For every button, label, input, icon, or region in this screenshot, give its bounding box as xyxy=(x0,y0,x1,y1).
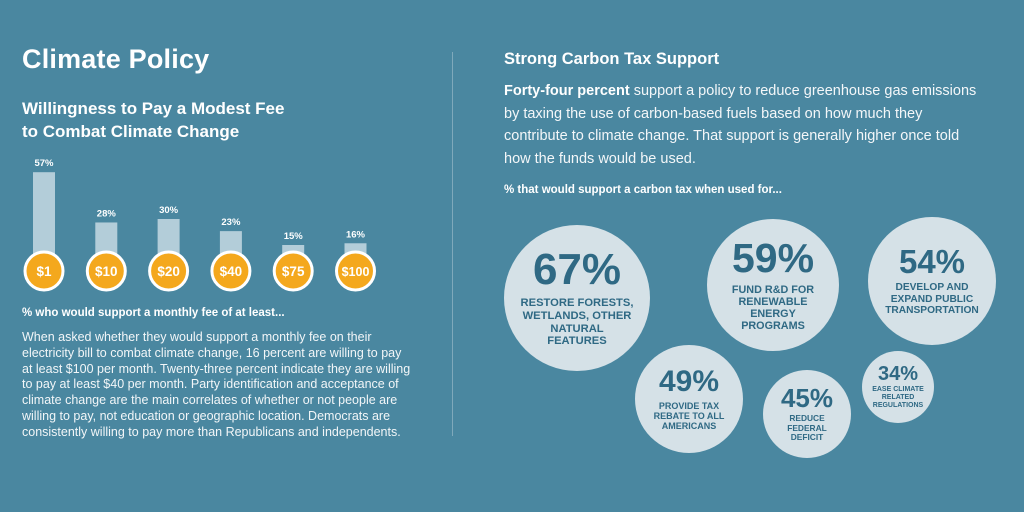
bubble-label-line: natural xyxy=(550,322,604,335)
bubble-percent: 49% xyxy=(658,364,720,398)
value-label-10: 28% xyxy=(97,208,117,219)
fee-bar-chart: 57% $1 28% $10 30% $20 23% $40 15% $75 16% $100 xyxy=(23,158,376,292)
bubble-34-percent: 34% Ease climate related regulations xyxy=(862,351,934,423)
bar-1 xyxy=(33,172,55,271)
badge-75 xyxy=(272,250,314,292)
left-panel: Climate Policy Willingness to Pay a Mode… xyxy=(22,0,422,512)
bubble-label-line: regulations xyxy=(872,401,924,409)
carbon-tax-paragraph-rest: support a policy to reduce greenhouse ga… xyxy=(504,83,977,167)
chart-title-line-1: Willingness to Pay a Modest Fee xyxy=(22,99,285,118)
badge-40 xyxy=(210,250,252,292)
fee-body-text: When asked whether they would support a … xyxy=(22,330,411,439)
chart-caption: % who would support a monthly fee of at … xyxy=(22,307,285,319)
bubble-label: Provide tax rebate to all Americans xyxy=(654,401,725,431)
bubble-label-line: deficit xyxy=(790,432,824,443)
chart-title: Willingness to Pay a Modest Fee to Comba… xyxy=(22,97,352,143)
chart-title-line-2: to Combat Climate Change xyxy=(22,122,240,141)
carbon-tax-paragraph: Forty-four percent support a policy to r… xyxy=(504,80,984,170)
bubble-49-percent: 49% Provide tax rebate to all Americans xyxy=(635,345,743,453)
section-divider xyxy=(452,52,453,436)
bubble-label-line: transportation xyxy=(885,305,979,317)
bubble-percent: 54% xyxy=(898,243,966,281)
category-label-40: $40 xyxy=(220,264,243,279)
bubble-label-line: Ease climate xyxy=(872,386,924,394)
bubble-label-line: Reduce xyxy=(789,413,825,424)
category-label-75: $75 xyxy=(282,264,305,279)
category-label-10: $10 xyxy=(95,264,118,279)
bubble-54-percent: 54% Develop and expand public transportatio… xyxy=(868,217,996,345)
badge-20 xyxy=(148,250,190,292)
category-label-1: $1 xyxy=(36,264,52,279)
bubble-label-line: Develop and xyxy=(895,282,969,294)
category-label-20: $20 xyxy=(157,264,180,279)
bubble-label-line: federal xyxy=(787,422,827,433)
bubble-label-line: Fund R&D for xyxy=(731,283,815,296)
bubble-percent: 59% xyxy=(731,234,815,281)
bubble-percent: 45% xyxy=(780,383,834,414)
bubble-label: Develop and expand public transportation xyxy=(885,282,979,316)
value-label-40: 23% xyxy=(221,217,241,228)
bubble-label-line: programs xyxy=(741,320,805,333)
bubble-label: Reduce federal deficit xyxy=(787,413,827,443)
bubble-label-line: Restore forests, xyxy=(520,297,634,310)
bubble-59-percent: 59% Fund R&D for renewable energy programs xyxy=(707,219,839,351)
bubble-45-percent: 45% Reduce federal deficit xyxy=(763,370,851,458)
bubble-label-line: wetlands, other xyxy=(522,309,632,322)
bubble-percent: 67% xyxy=(532,245,622,295)
value-label-75: 15% xyxy=(284,231,304,242)
bubble-label-line: Americans xyxy=(661,421,717,432)
bubble-label-line: Provide tax xyxy=(658,400,720,411)
right-panel: Strong Carbon Tax Support Forty-four per… xyxy=(504,0,1004,512)
page-title: Climate Policy xyxy=(22,44,210,74)
bubble-label-line: rebate to all xyxy=(653,410,725,421)
badge-10 xyxy=(85,250,127,292)
bubble-label: Ease climate related regulations xyxy=(872,386,924,409)
bubble-67-percent: 67% Restore forests, wetlands, other natura… xyxy=(504,225,650,371)
badge-1 xyxy=(23,250,65,292)
badge-100 xyxy=(335,250,376,292)
value-label-20: 30% xyxy=(159,205,179,216)
bubble-label: Restore forests, wetlands, other natural fe… xyxy=(521,297,634,347)
bubble-label: Fund R&D for renewable energy programs xyxy=(732,284,814,332)
value-label-100: 16% xyxy=(346,229,366,240)
bubble-label-line: expand public xyxy=(890,293,974,305)
carbon-tax-paragraph-bold: Forty-four percent xyxy=(504,83,630,99)
bubble-percent: 34% xyxy=(877,363,919,386)
carbon-tax-caption: % that would support a carbon tax when u… xyxy=(504,184,782,196)
bubble-label-line: related xyxy=(881,394,915,402)
bubble-label-line: energy xyxy=(750,308,796,320)
category-label-100: $100 xyxy=(342,265,370,279)
value-label-1: 57% xyxy=(34,158,54,169)
bubble-label-line: renewable xyxy=(738,295,808,308)
bubble-label-line: features xyxy=(547,335,607,348)
carbon-tax-title: Strong Carbon Tax Support xyxy=(504,50,720,68)
